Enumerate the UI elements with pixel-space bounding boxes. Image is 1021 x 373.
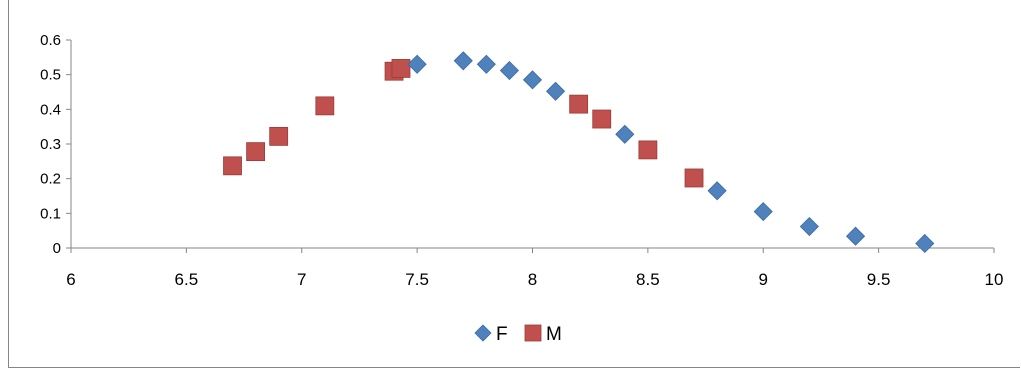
y-tick-label: 0.3 [40,136,61,153]
point-f [499,60,519,81]
point-f [546,81,566,101]
point-m [638,140,658,160]
legend-marker-m [524,324,542,342]
point-f [615,124,635,144]
x-tick-label: 7 [297,270,306,289]
legend-label-m: M [546,324,562,345]
legend-marker-f [474,324,492,342]
point-m [592,109,612,129]
point-f [407,54,427,74]
x-tick-label: 8 [528,270,537,289]
point-m [684,168,704,188]
x-tick-label: 9.5 [867,270,891,289]
point-f [476,54,496,74]
axes [66,39,995,253]
y-tick-label: 0.1 [40,205,61,222]
point-m [315,96,335,116]
point-m [246,142,266,162]
point-f [753,202,773,222]
x-tick-label: 10 [985,270,1004,289]
legend-label-f: F [496,324,508,345]
point-f [522,70,543,90]
point-f [453,51,473,71]
x-tick-label: 6 [66,270,75,289]
x-tick-label: 7.5 [405,270,429,289]
point-f [915,233,935,254]
x-tick-label: 9 [759,270,768,289]
point-f [799,216,819,237]
tick-labels: 0 0.1 0.2 0.3 0.4 0.5 0.6 6 6.5 7 7.5 8 8.5 9 9.5 10 [40,32,1003,289]
x-tick-label: 6.5 [175,270,199,289]
point-f [845,226,866,246]
y-tick-label: 0.4 [40,101,61,118]
x-tick-label: 8.5 [636,270,660,289]
point-f [707,181,727,201]
point-m [391,59,411,78]
point-m [223,156,242,176]
y-tick-label: 0 [53,240,61,257]
data-points [223,51,935,254]
point-m [269,126,289,146]
y-tick-label: 0.5 [40,67,61,84]
y-tick-label: 0.2 [40,171,61,188]
point-m [569,94,589,114]
y-tick-label: 0.6 [40,32,61,49]
